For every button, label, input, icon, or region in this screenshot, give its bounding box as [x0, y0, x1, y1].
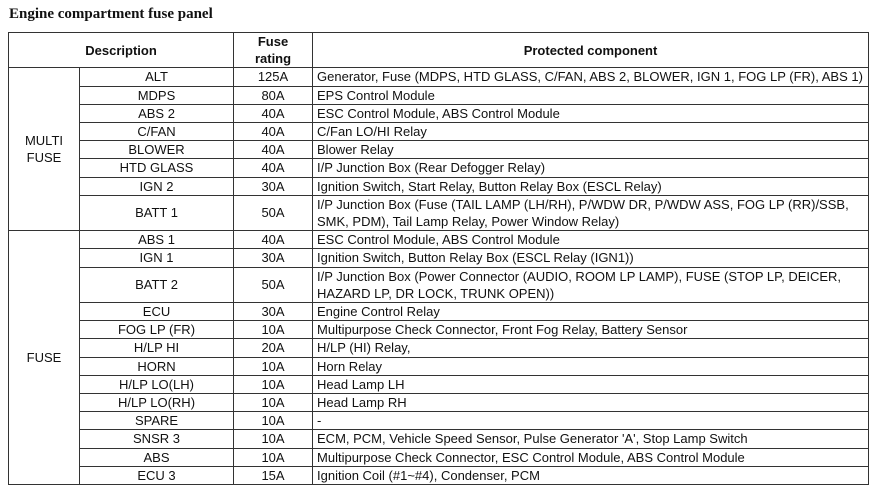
protected-component-cell: I/P Junction Box (Power Connector (AUDIO…	[312, 266, 870, 304]
protected-component-cell: -	[312, 411, 870, 431]
table-row: IGN 2 30A Ignition Switch, Start Relay, Bu…	[9, 176, 870, 196]
fuse-name-cell: FOG LP (FR)	[78, 320, 235, 340]
table-row: ABS 2 40A ESC Control Module, ABS Control …	[9, 103, 870, 124]
fuse-name-cell: IGN 1	[78, 248, 235, 268]
table-row: SNSR 3 10A ECM, PCM, Vehicle Speed Sensor,…	[9, 429, 870, 449]
table-row: HTD GLASS 40A I/P Junction Box (Rear Defog…	[9, 158, 870, 178]
fuse-name-cell: ECU 3	[78, 465, 235, 486]
fuse-rating-cell: 10A	[233, 393, 314, 413]
fuse-name-cell: C/FAN	[78, 122, 235, 142]
protected-component-cell: Ignition Switch, Button Relay Box (ESCL …	[312, 248, 870, 268]
table-row: BLOWER 40A Blower Relay	[9, 140, 870, 160]
protected-component-cell: Blower Relay	[312, 140, 870, 160]
description-header: Description	[7, 31, 235, 69]
group-label-line: FUSE	[26, 350, 62, 366]
fuse-table: Description Fuse rating Protected compon…	[7, 31, 870, 486]
group-label: MULTI FUSE	[8, 67, 80, 232]
table-row: H/LP LO(LH) 10A Head Lamp LH	[9, 374, 870, 395]
table-row: ECU 3 15A Ignition Coil (#1~#4), Condenser…	[9, 465, 870, 486]
fuse-rating-cell: 40A	[233, 103, 314, 124]
fuse-rating-cell: 40A	[233, 230, 314, 250]
protected-component-cell: I/P Junction Box (Fuse (TAIL LAMP (LH/RH…	[312, 194, 870, 232]
table-row: C/FAN 40A C/Fan LO/HI Relay	[9, 122, 870, 142]
group-label: FUSE	[8, 230, 80, 486]
fuse-rating-cell: 30A	[233, 302, 314, 322]
protected-component-cell: Ignition Switch, Start Relay, Button Rel…	[312, 176, 870, 196]
fuse-rating-cell: 80A	[233, 85, 314, 105]
table-row: SPARE 10A -	[9, 411, 870, 431]
fuse-name-cell: ECU	[78, 302, 235, 322]
protected-component-cell: ESC Control Module, ABS Control Module	[312, 103, 870, 124]
table-header-row: Description Fuse rating Protected compon…	[7, 31, 870, 69]
fuse-name-cell: ABS 2	[78, 103, 235, 124]
protected-component-cell: Head Lamp LH	[312, 374, 870, 395]
fuse-name-cell: ABS	[78, 447, 235, 467]
protected-component-cell: Multipurpose Check Connector, ESC Contro…	[312, 447, 870, 467]
fuse-rating-header: Fuse rating	[233, 31, 314, 69]
table-row: IGN 1 30A Ignition Switch, Button Relay Bo…	[9, 248, 870, 268]
fuse-rating-cell: 50A	[233, 266, 314, 304]
table-row: ECU 30A Engine Control Relay	[9, 302, 870, 322]
table-row: BATT 1 50A I/P Junction Box (Fuse (TAIL LA…	[9, 194, 870, 232]
fuse-rating-cell: 10A	[233, 411, 314, 431]
table-row: MULTI FUSE ALT 125A Generator, Fuse (MDPS, H…	[8, 67, 870, 232]
table-row: HORN 10A Horn Relay	[9, 356, 870, 376]
fuse-rating-cell: 10A	[233, 374, 314, 395]
fuse-name-cell: HTD GLASS	[78, 158, 235, 178]
fuse-rating-cell: 20A	[233, 338, 314, 358]
fuse-rating-cell: 40A	[233, 158, 314, 178]
fuse-rating-cell: 40A	[233, 122, 314, 142]
table-row: MDPS 80A EPS Control Module	[9, 85, 870, 105]
fuse-name-cell: SNSR 3	[78, 429, 235, 449]
fuse-table-body: MULTI FUSE ALT 125A Generator, Fuse (MDPS, H…	[8, 67, 870, 486]
table-row: FOG LP (FR) 10A Multipurpose Check Connect…	[9, 320, 870, 340]
protected-component-cell: EPS Control Module	[312, 85, 870, 105]
fuse-rating-cell: 10A	[233, 447, 314, 467]
fuse-name-cell: SPARE	[78, 411, 235, 431]
fuse-rating-cell: 40A	[233, 140, 314, 160]
fuse-name-cell: IGN 2	[78, 176, 235, 196]
table-row: H/LP HI 20A H/LP (HI) Relay,	[9, 338, 870, 358]
protected-component-cell: I/P Junction Box (Rear Defogger Relay)	[312, 158, 870, 178]
protected-component-header: Protected component	[312, 31, 870, 69]
fuse-name-cell: BATT 2	[78, 266, 235, 304]
protected-component-cell: C/Fan LO/HI Relay	[312, 122, 870, 142]
protected-component-cell: H/LP (HI) Relay,	[312, 338, 870, 358]
fuse-rating-cell: 10A	[233, 320, 314, 340]
protected-component-cell: Generator, Fuse (MDPS, HTD GLASS, C/FAN,…	[312, 67, 870, 87]
fuse-rating-cell: 10A	[233, 356, 314, 376]
protected-component-cell: ECM, PCM, Vehicle Speed Sensor, Pulse Ge…	[312, 429, 870, 449]
fuse-rating-cell: 30A	[233, 248, 314, 268]
fuse-name-cell: H/LP LO(RH)	[78, 393, 235, 413]
table-row: BATT 2 50A I/P Junction Box (Power Connect…	[9, 266, 870, 304]
fuse-name-cell: H/LP LO(LH)	[78, 374, 235, 395]
protected-component-cell: Engine Control Relay	[312, 302, 870, 322]
group-label-line: FUSE	[26, 150, 62, 166]
fuse-name-cell: H/LP HI	[78, 338, 235, 358]
protected-component-cell: ESC Control Module, ABS Control Module	[312, 230, 870, 250]
fuse-name-cell: MDPS	[78, 85, 235, 105]
fuse-rating-cell: 125A	[233, 67, 314, 87]
fuse-name-cell: ALT	[78, 67, 235, 87]
fuse-name-cell: ABS 1	[78, 230, 235, 250]
fuse-name-cell: BLOWER	[78, 140, 235, 160]
protected-component-cell: Head Lamp RH	[312, 393, 870, 413]
table-row: ABS 10A Multipurpose Check Connector, ESC …	[9, 447, 870, 467]
group-label-line: MULTI	[24, 133, 64, 149]
protected-component-cell: Ignition Coil (#1~#4), Condenser, PCM	[312, 465, 870, 486]
fuse-name-cell: HORN	[78, 356, 235, 376]
fuse-name-cell: BATT 1	[78, 194, 235, 232]
protected-component-cell: Multipurpose Check Connector, Front Fog …	[312, 320, 870, 340]
page-title: Engine compartment fuse panel	[9, 6, 213, 22]
table-row: FUSE ABS 1 40A ESC Control Module, ABS Cont…	[8, 230, 870, 486]
fuse-rating-cell: 50A	[233, 194, 314, 232]
protected-component-cell: Horn Relay	[312, 356, 870, 376]
fuse-rating-cell: 15A	[233, 465, 314, 486]
fuse-rating-cell: 10A	[233, 429, 314, 449]
fuse-rating-cell: 30A	[233, 176, 314, 196]
table-row: H/LP LO(RH) 10A Head Lamp RH	[9, 393, 870, 413]
